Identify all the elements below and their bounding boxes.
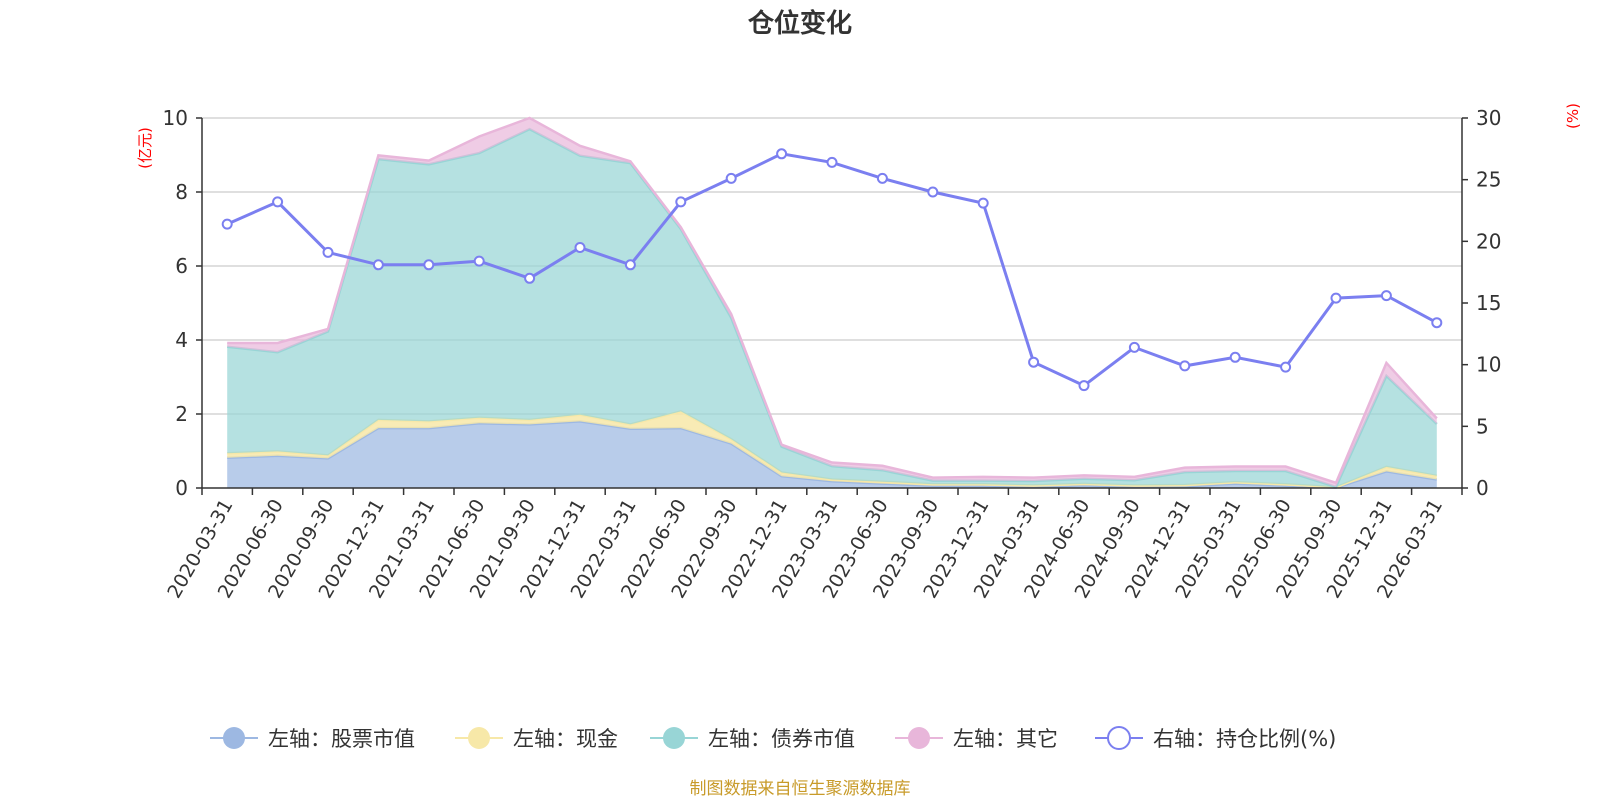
ratio-point[interactable] xyxy=(1179,360,1191,372)
legend-label: 右轴：持仓比例(%) xyxy=(1153,727,1336,751)
ratio-point[interactable] xyxy=(524,272,536,284)
right-tick-label: 0 xyxy=(1476,476,1489,500)
right-tick-label: 20 xyxy=(1476,229,1501,253)
area-edge-other xyxy=(227,116,1438,485)
ratio-point[interactable] xyxy=(725,172,737,184)
ratio-point[interactable] xyxy=(372,259,384,271)
area-bond xyxy=(227,129,1437,488)
ratio-point[interactable] xyxy=(776,148,788,160)
right-tick-label: 30 xyxy=(1476,106,1501,130)
ratio-point[interactable] xyxy=(826,156,838,168)
ratio-point[interactable] xyxy=(675,196,687,208)
right-tick-label: 5 xyxy=(1476,414,1489,438)
legend-item[interactable]: 左轴：现金 xyxy=(455,727,618,751)
legend-label: 左轴：债券市值 xyxy=(708,727,855,751)
ratio-point[interactable] xyxy=(1280,361,1292,373)
ratio-point[interactable] xyxy=(624,259,636,271)
legend-label: 左轴：股票市值 xyxy=(268,727,415,751)
ratio-point[interactable] xyxy=(927,186,939,198)
legend-item[interactable]: 右轴：持仓比例(%) xyxy=(1095,726,1336,751)
right-tick-label: 10 xyxy=(1476,353,1501,377)
stacked-areas xyxy=(227,116,1438,489)
ratio-point[interactable] xyxy=(322,246,334,258)
legend-marker xyxy=(468,727,490,749)
legend-marker xyxy=(908,727,930,749)
data-source-note: 制图数据来自恒生聚源数据库 xyxy=(690,779,911,799)
left-tick-label: 8 xyxy=(175,180,188,204)
legend-item[interactable]: 左轴：债券市值 xyxy=(650,727,855,751)
ratio-point[interactable] xyxy=(272,196,284,208)
ratio-point[interactable] xyxy=(473,255,485,267)
ratio-point[interactable] xyxy=(1431,317,1443,329)
right-tick-label: 25 xyxy=(1476,168,1501,192)
legend-label: 左轴：现金 xyxy=(513,727,618,751)
left-tick-label: 0 xyxy=(175,476,188,500)
legend-marker xyxy=(663,727,685,749)
ratio-point[interactable] xyxy=(1078,380,1090,392)
legend: 左轴：股票市值 左轴：现金 左轴：债券市值 左轴：其它 右轴：持仓比例(%) xyxy=(210,726,1336,751)
ratio-line-series xyxy=(221,148,1443,392)
left-axis-unit: (亿元) xyxy=(136,127,154,169)
ratio-point[interactable] xyxy=(977,197,989,209)
ratio-point[interactable] xyxy=(1128,341,1140,353)
legend-item[interactable]: 左轴：股票市值 xyxy=(210,727,415,751)
right-axis-unit: (%) xyxy=(1564,103,1582,129)
ratio-point[interactable] xyxy=(574,242,586,253)
legend-label: 左轴：其它 xyxy=(953,727,1058,751)
legend-marker xyxy=(223,727,245,749)
legend-item[interactable]: 左轴：其它 xyxy=(895,727,1058,751)
ratio-point[interactable] xyxy=(1380,290,1392,302)
ratio-point[interactable] xyxy=(1229,351,1241,363)
ratio-point[interactable] xyxy=(221,218,233,230)
ratio-point[interactable] xyxy=(1028,356,1040,368)
left-tick-label: 2 xyxy=(175,402,188,426)
left-tick-label: 6 xyxy=(175,254,188,278)
chart-title: 仓位变化 xyxy=(747,8,852,39)
legend-marker xyxy=(1107,726,1131,750)
left-tick-label: 4 xyxy=(175,328,188,352)
right-tick-label: 15 xyxy=(1476,291,1501,315)
ratio-point[interactable] xyxy=(423,259,435,271)
ratio-point[interactable] xyxy=(876,172,888,184)
area-stock xyxy=(227,421,1437,488)
left-tick-label: 10 xyxy=(163,106,188,130)
ratio-point[interactable] xyxy=(1330,292,1342,304)
